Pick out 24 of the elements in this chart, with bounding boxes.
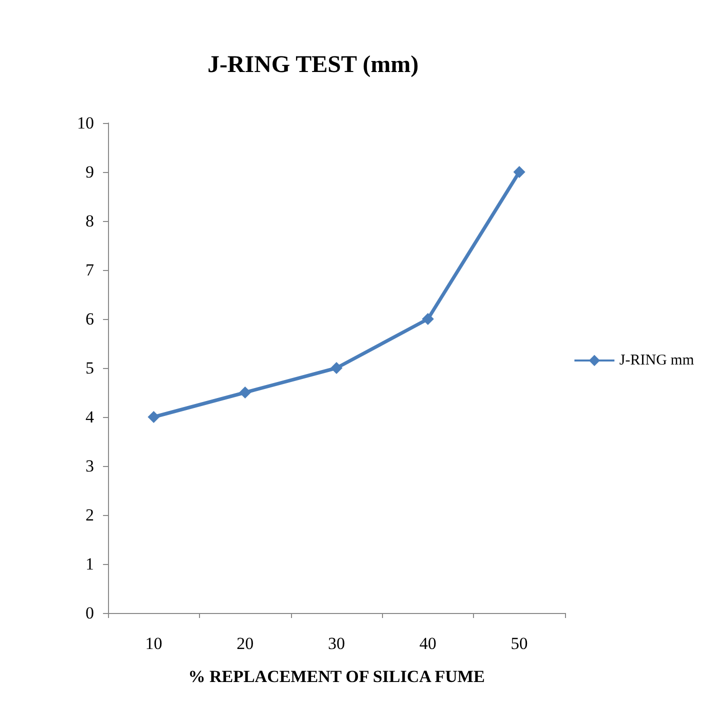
y-tick-label: 1 [86,554,94,574]
x-tick-label: 40 [419,634,436,653]
chart-title: J-RING TEST (mm) [207,52,419,78]
y-tick-label: 6 [86,310,94,328]
y-tick-label: 9 [86,162,94,182]
y-tick-label: 7 [86,260,94,280]
point [148,411,160,423]
y-tick-label: 3 [86,456,94,476]
y-tick-label: 4 [86,408,94,426]
y-tick-label: 5 [86,358,94,378]
y-tick-label: 8 [86,212,94,230]
y-tick-label: 2 [86,506,94,524]
point [513,166,526,178]
point [422,313,434,325]
x-tick-label: 10 [145,634,162,653]
x-tick-label: 20 [236,634,254,653]
point [239,386,252,398]
point [330,362,342,374]
y-tick-label: 10 [77,114,94,132]
x-tick-label: 30 [328,634,345,653]
x-axis-title: % REPLACEMENT OF SILICA FUME [188,667,485,686]
y-tick-label: 0 [86,604,94,622]
x-tick-label: 50 [510,634,528,653]
legend-label: J-RING mm [619,352,694,368]
